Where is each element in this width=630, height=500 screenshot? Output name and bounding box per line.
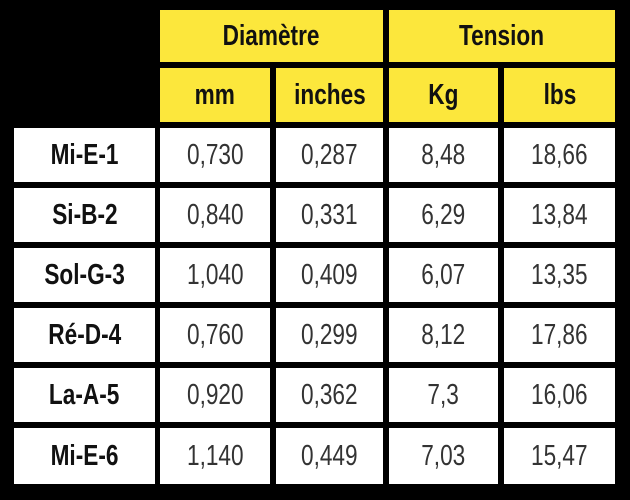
value-cell: 1,040 (160, 248, 270, 302)
value-cell: 8,48 (389, 128, 498, 182)
row-label-text: Sol-G-3 (44, 258, 125, 291)
value-cell: 16,06 (504, 368, 615, 422)
value-cell-text: 17,86 (531, 318, 588, 351)
value-cell-text: 13,35 (531, 258, 588, 291)
value-cell: 18,66 (504, 128, 615, 182)
value-cell-text: 1,140 (186, 439, 244, 472)
value-cell-text: 8,12 (421, 318, 466, 351)
value-cell-text: 13,84 (531, 198, 588, 231)
unit-header-text: mm (194, 78, 236, 111)
value-cell-text: 6,07 (421, 258, 466, 291)
group-header: Diamètre (160, 10, 383, 62)
value-cell: 8,12 (389, 308, 498, 362)
value-cell: 0,362 (276, 368, 383, 422)
value-cell: 0,730 (160, 128, 270, 182)
group-header: Tension (389, 10, 615, 62)
value-cell: 7,03 (389, 428, 498, 484)
value-cell-text: 18,66 (531, 138, 588, 171)
value-cell-text: 0,409 (301, 258, 358, 291)
value-cell: 7,3 (389, 368, 498, 422)
value-cell: 13,84 (504, 188, 615, 242)
row-label-text: Mi-E-1 (50, 138, 119, 171)
value-cell-text: 0,760 (186, 318, 244, 351)
value-cell: 0,299 (276, 308, 383, 362)
value-cell-text: 0,331 (301, 198, 358, 231)
row-label-text: La-A-5 (49, 378, 120, 411)
unit-header-text: Kg (428, 78, 459, 111)
value-cell-text: 0,920 (186, 378, 244, 411)
row-label-text: Ré-D-4 (48, 318, 121, 351)
row-label: Ré-D-4 (14, 308, 155, 362)
value-cell: 0,409 (276, 248, 383, 302)
value-cell: 13,35 (504, 248, 615, 302)
value-cell: 6,29 (389, 188, 498, 242)
value-cell: 15,47 (504, 428, 615, 484)
value-cell-text: 7,03 (421, 439, 466, 472)
value-cell-text: 0,449 (301, 439, 358, 472)
unit-header: mm (160, 68, 270, 122)
value-cell-text: 15,47 (531, 439, 588, 472)
value-cell-text: 0,840 (186, 198, 244, 231)
value-cell-text: 8,48 (421, 138, 466, 171)
value-cell: 0,840 (160, 188, 270, 242)
value-cell: 0,920 (160, 368, 270, 422)
value-cell-text: 0,362 (301, 378, 358, 411)
value-cell-text: 16,06 (531, 378, 588, 411)
row-label: La-A-5 (14, 368, 155, 422)
row-label-text: Si-B-2 (51, 198, 118, 231)
value-cell: 0,287 (276, 128, 383, 182)
value-cell: 0,449 (276, 428, 383, 484)
unit-header: Kg (389, 68, 498, 122)
row-label: Si-B-2 (14, 188, 155, 242)
unit-header: lbs (504, 68, 615, 122)
row-label: Sol-G-3 (14, 248, 155, 302)
unit-header-text: lbs (543, 78, 576, 111)
value-cell: 0,331 (276, 188, 383, 242)
value-cell: 17,86 (504, 308, 615, 362)
unit-header-text: inches (293, 78, 366, 111)
value-cell: 0,760 (160, 308, 270, 362)
value-cell-text: 0,730 (186, 138, 244, 171)
group-header-text: Diamètre (223, 19, 320, 52)
unit-header: inches (276, 68, 383, 122)
value-cell-text: 6,29 (421, 198, 466, 231)
value-cell-text: 0,287 (301, 138, 358, 171)
value-cell-text: 7,3 (427, 378, 460, 411)
value-cell-text: 0,299 (301, 318, 358, 351)
row-label: Mi-E-6 (14, 428, 155, 484)
value-cell-text: 1,040 (186, 258, 244, 291)
value-cell: 1,140 (160, 428, 270, 484)
row-label-text: Mi-E-6 (50, 439, 119, 472)
value-cell: 6,07 (389, 248, 498, 302)
group-header-text: Tension (459, 19, 545, 52)
row-label: Mi-E-1 (14, 128, 155, 182)
